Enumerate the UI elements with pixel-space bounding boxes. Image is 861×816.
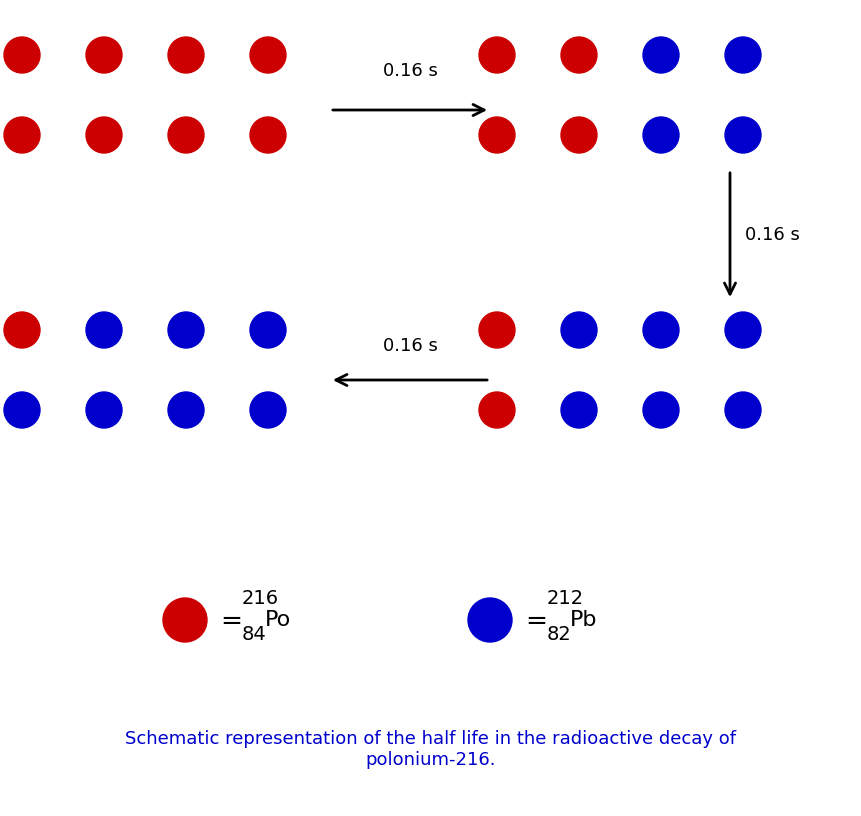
Text: $=$: $=$ [519,607,546,633]
Circle shape [168,37,204,73]
Circle shape [86,117,122,153]
Circle shape [86,37,122,73]
Circle shape [4,37,40,73]
Circle shape [4,392,40,428]
Circle shape [642,117,678,153]
Circle shape [168,392,204,428]
Circle shape [724,117,760,153]
Circle shape [250,117,286,153]
Circle shape [561,117,597,153]
Circle shape [479,392,514,428]
Text: Pb: Pb [569,610,597,630]
Circle shape [642,312,678,348]
Circle shape [86,312,122,348]
Text: 212: 212 [547,589,584,608]
Circle shape [724,37,760,73]
Text: 0.16 s: 0.16 s [382,337,437,355]
Circle shape [168,117,204,153]
Circle shape [250,392,286,428]
Circle shape [163,598,207,642]
Circle shape [250,312,286,348]
Circle shape [479,312,514,348]
Circle shape [642,392,678,428]
Text: 0.16 s: 0.16 s [382,62,437,80]
Circle shape [479,37,514,73]
Circle shape [479,117,514,153]
Circle shape [724,392,760,428]
Circle shape [86,392,122,428]
Circle shape [4,117,40,153]
Circle shape [468,598,511,642]
Circle shape [561,392,597,428]
Text: 0.16 s: 0.16 s [744,226,799,244]
Text: 84: 84 [242,625,266,644]
Circle shape [4,312,40,348]
Circle shape [724,312,760,348]
Circle shape [168,312,204,348]
Text: 216: 216 [242,589,279,608]
Text: Schematic representation of the half life in the radioactive decay of
polonium-2: Schematic representation of the half lif… [126,730,735,769]
Circle shape [561,37,597,73]
Text: $=$: $=$ [214,607,241,633]
Circle shape [561,312,597,348]
Text: 82: 82 [547,625,571,644]
Circle shape [642,37,678,73]
Text: Po: Po [264,610,291,630]
Circle shape [250,37,286,73]
